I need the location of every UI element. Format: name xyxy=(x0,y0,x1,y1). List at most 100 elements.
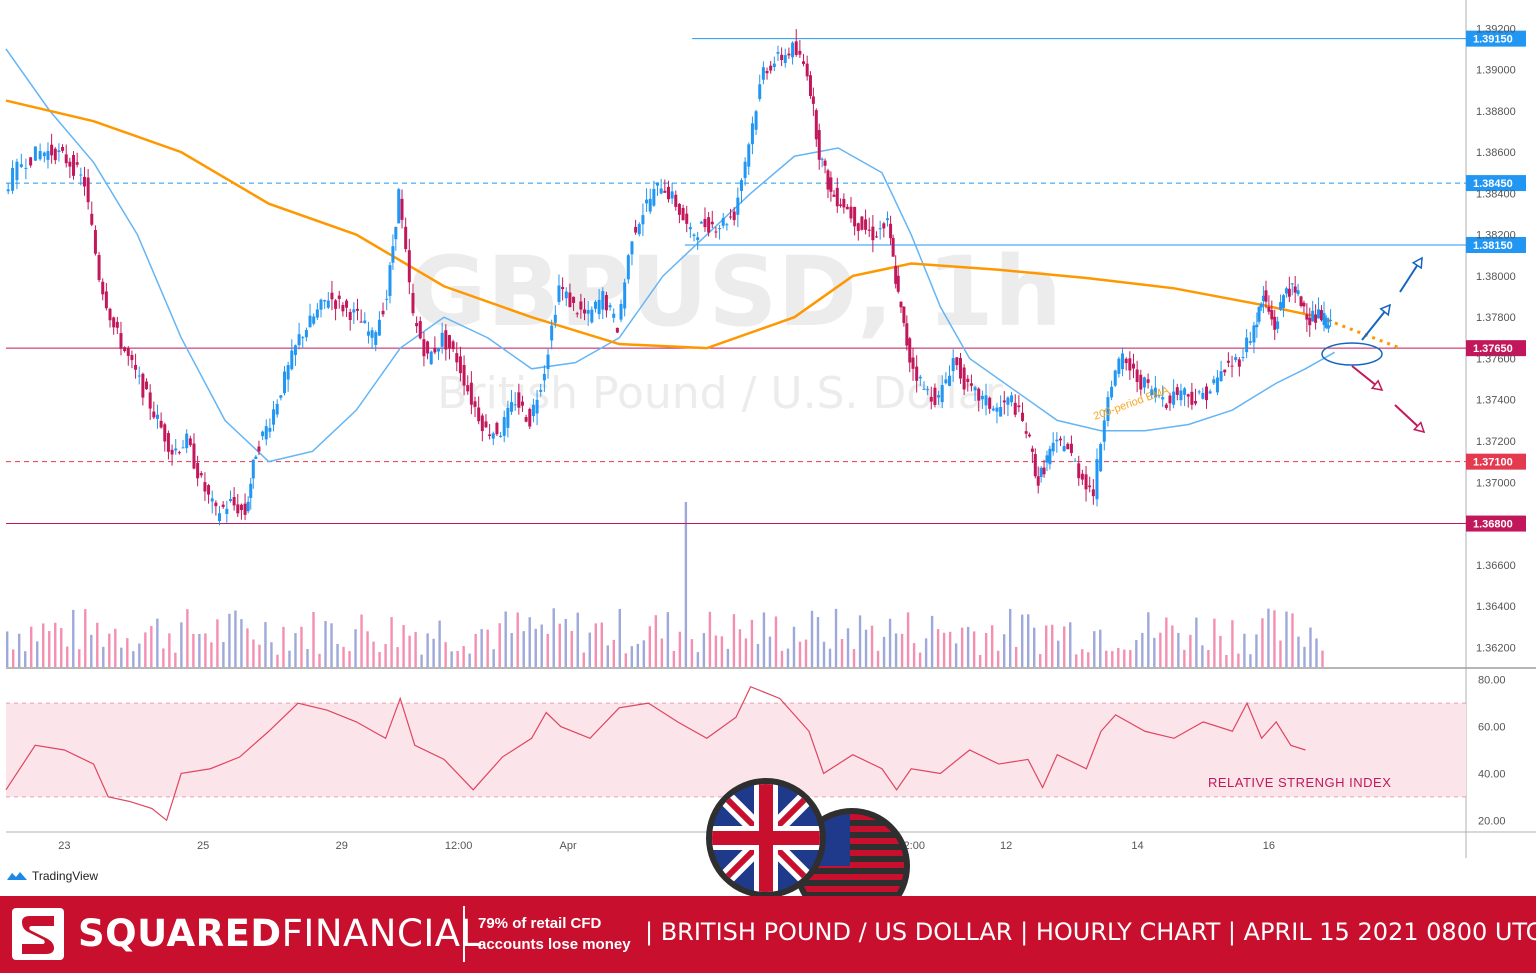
candle-body xyxy=(177,452,181,454)
volume-bar xyxy=(972,631,976,667)
candle-body xyxy=(929,396,933,402)
candle-body xyxy=(1102,420,1106,442)
candle-body xyxy=(867,229,871,231)
candle-body xyxy=(743,161,747,179)
x-tick-label: 16 xyxy=(1263,840,1275,852)
candle-body xyxy=(166,433,170,452)
volume-bar xyxy=(510,632,513,667)
candle-body xyxy=(1095,459,1099,500)
price-level-tag xyxy=(1466,30,1526,47)
candle-body xyxy=(915,366,919,381)
candle-body xyxy=(714,231,718,233)
candle-body xyxy=(670,191,674,199)
candle-body xyxy=(1045,455,1049,463)
candle-body xyxy=(433,348,437,353)
volume-bar xyxy=(552,608,555,667)
candle-body xyxy=(911,357,915,369)
candle-body xyxy=(366,331,370,336)
volume-bar xyxy=(102,646,105,667)
candle-body xyxy=(1261,295,1265,302)
volume-bar xyxy=(1195,617,1198,667)
candle-body xyxy=(407,250,411,283)
candle-body xyxy=(491,433,495,439)
volume-bar xyxy=(288,650,291,667)
candle-body xyxy=(282,371,286,394)
volume-bar xyxy=(330,623,333,667)
candle-body xyxy=(612,313,616,318)
candle-body xyxy=(1048,448,1052,465)
volume-bar xyxy=(414,632,417,667)
candle-body xyxy=(780,54,784,60)
candle-body xyxy=(323,300,327,302)
volume-bar xyxy=(624,653,628,667)
candle-body xyxy=(1234,357,1238,361)
volume-bar xyxy=(294,633,297,667)
volume-bar xyxy=(870,625,874,667)
candle-body xyxy=(264,426,268,440)
volume-bar xyxy=(312,611,315,667)
volume-bar xyxy=(48,631,51,667)
candle-body xyxy=(112,317,116,328)
candle-body xyxy=(656,182,660,186)
candle-body xyxy=(126,348,130,356)
volume-bar xyxy=(24,651,27,667)
risk-warning-line2: accounts lose money xyxy=(478,936,631,953)
volume-bar xyxy=(996,650,1000,667)
volume-bar xyxy=(630,646,634,667)
candle-body xyxy=(38,151,42,160)
candle-body xyxy=(1245,337,1249,353)
candle-body xyxy=(239,504,243,511)
x-tick-label: Apr xyxy=(560,840,577,852)
candle-body xyxy=(391,246,395,263)
x-tick-label: 29 xyxy=(336,840,348,852)
candle-body xyxy=(1077,463,1081,479)
volume-bar xyxy=(1249,654,1252,667)
candle-body xyxy=(1259,303,1263,308)
volume-bar xyxy=(1033,627,1036,667)
candle-body xyxy=(1241,357,1245,359)
watermark-symbol: GBPUSD, 1h xyxy=(408,236,1062,348)
candle-body xyxy=(839,204,843,206)
volume-bar xyxy=(240,619,243,667)
candle-body xyxy=(524,417,528,422)
candle-body xyxy=(995,407,999,412)
candle-body xyxy=(251,459,255,479)
volume-bar xyxy=(978,654,982,667)
candle-body xyxy=(268,427,272,432)
x-tick-label: 23 xyxy=(58,840,70,852)
volume-bar xyxy=(402,625,405,667)
volume-bar xyxy=(666,612,670,667)
tradingview-badge[interactable]: TradingView xyxy=(6,869,98,883)
volume-bar xyxy=(582,652,585,667)
volume-bar xyxy=(336,643,339,667)
volume-bar xyxy=(420,654,423,667)
candle-body xyxy=(634,226,638,233)
candle-body xyxy=(352,309,356,313)
candle-body xyxy=(130,354,134,361)
candle-body xyxy=(798,50,802,55)
candle-body xyxy=(469,382,473,405)
candle-body xyxy=(677,203,681,215)
fast-ema-line xyxy=(5,48,1335,463)
chart-title-banner: | BRITISH POUND / US DOLLAR | HOURLY CHA… xyxy=(645,918,1536,946)
candle-body xyxy=(889,223,893,239)
volume-bar xyxy=(246,628,249,667)
candle-body xyxy=(207,485,211,495)
candle-body xyxy=(944,379,948,384)
candle-body xyxy=(422,339,426,357)
price-level-label: 1.38150 xyxy=(1473,240,1513,252)
candle-body xyxy=(6,189,10,192)
rsi-tick-label: 80.00 xyxy=(1478,675,1506,687)
candle-body xyxy=(1024,431,1028,434)
volume-bar xyxy=(774,616,778,667)
volume-bar xyxy=(1285,611,1288,667)
volume-bar xyxy=(342,646,345,667)
candle-body xyxy=(645,199,649,204)
candle-body xyxy=(1190,391,1194,405)
candle-body xyxy=(163,424,167,442)
candle-body xyxy=(57,150,61,153)
volume-bar xyxy=(198,633,201,667)
candle-body xyxy=(805,63,809,77)
candle-body xyxy=(15,161,19,181)
volume-bar xyxy=(828,648,832,667)
